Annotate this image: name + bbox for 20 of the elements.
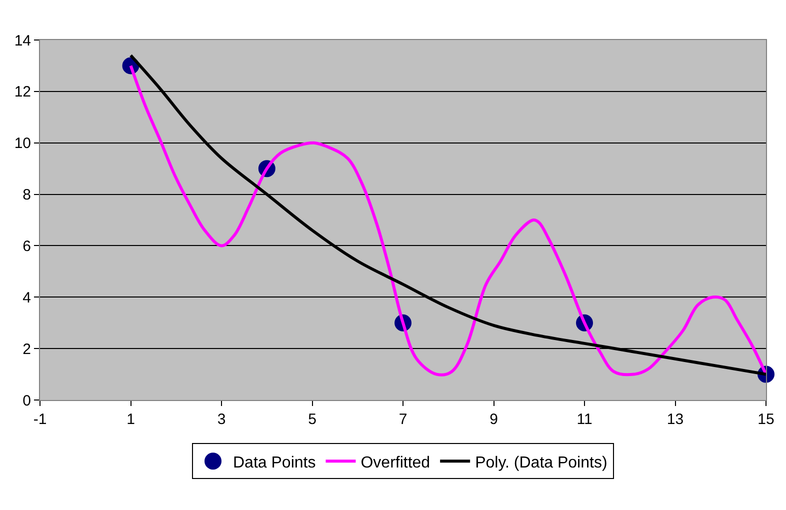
y-tick-label: 0 [22, 392, 31, 410]
x-tick-label: 13 [666, 411, 684, 428]
x-tick-label: 5 [308, 411, 316, 428]
x-tick-label: -1 [33, 411, 47, 428]
y-tick-label: 12 [14, 84, 31, 101]
legend-label: Poly. (Data Points) [475, 454, 608, 472]
x-tick-label: 9 [490, 411, 498, 428]
x-tick-label: 3 [217, 411, 226, 428]
y-tick-label: 10 [14, 135, 31, 152]
y-tick-label: 14 [14, 32, 31, 50]
y-tick-label: 8 [22, 186, 31, 204]
x-tick-label: 1 [126, 411, 135, 428]
x-tick-label: 11 [576, 411, 592, 428]
y-tick-label: 4 [22, 289, 31, 306]
y-tick-label: 2 [22, 340, 31, 358]
x-tick-label: 15 [758, 411, 774, 428]
legend-label: Data Points [233, 454, 316, 472]
legend-label: Overfitted [360, 454, 430, 472]
x-tick-label: 7 [398, 411, 408, 428]
y-tick-label: 6 [22, 238, 31, 255]
